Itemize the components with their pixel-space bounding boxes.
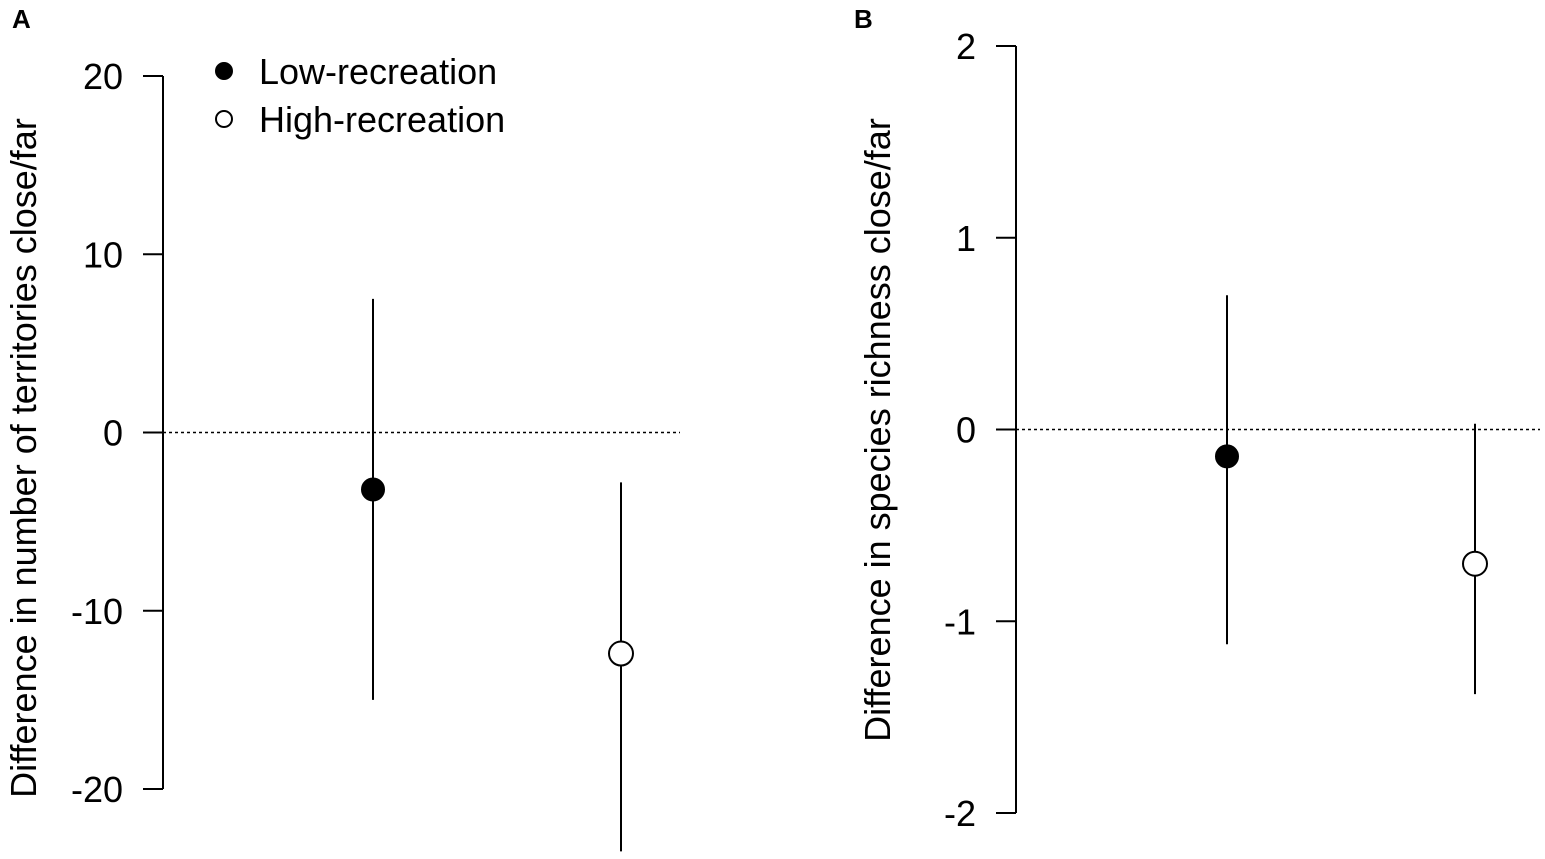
legend-high-recreation-label: High-recreation [259, 99, 505, 140]
panel-b: B 2 1 0 -1 -2 Difference in species richness… [854, 4, 1540, 834]
panel-a-letter: A [12, 4, 31, 34]
panel-a-y-tick-label: 10 [83, 234, 123, 275]
panel-a-marks [163, 298, 680, 852]
legend-low-recreation-label: Low-recreation [259, 51, 497, 92]
panel-a-y-tick-label: -10 [71, 591, 123, 632]
panel-b-high-recreation-point [1462, 550, 1488, 577]
panel-a-y-tick-label: 0 [103, 413, 123, 454]
panel-b-y-tick-label: -1 [944, 601, 976, 642]
panel-b-low-recreation-point [1215, 444, 1239, 469]
panel-a: A 20 10 0 -10 -20 Difference in number of te… [3, 4, 680, 852]
panel-a-y-axis: 20 10 0 -10 -20 [71, 56, 164, 810]
panel-b-y-tick-label: 2 [956, 26, 976, 67]
panel-b-y-tick-label: 1 [956, 218, 976, 259]
panel-a-high-recreation-point [608, 640, 634, 667]
panel-a-y-tick-label: 20 [83, 56, 123, 97]
panel-a-low-recreation-point [361, 477, 385, 502]
panel-b-y-axis-label: Difference in species richness close/far [857, 118, 898, 742]
panel-b-y-tick-label: 0 [956, 410, 976, 451]
legend-high-recreation-marker [215, 110, 233, 128]
panel-a-y-axis-label: Difference in number of territories clos… [3, 118, 44, 798]
legend: Low-recreation High-recreation [215, 51, 505, 140]
panel-b-letter: B [854, 4, 873, 34]
panel-b-y-tick-label: -2 [944, 793, 976, 834]
panel-b-marks [1016, 295, 1540, 695]
legend-low-recreation-marker [215, 62, 233, 80]
panel-a-y-tick-label: -20 [71, 769, 123, 810]
panel-b-y-axis: 2 1 0 -1 -2 [944, 26, 1017, 834]
